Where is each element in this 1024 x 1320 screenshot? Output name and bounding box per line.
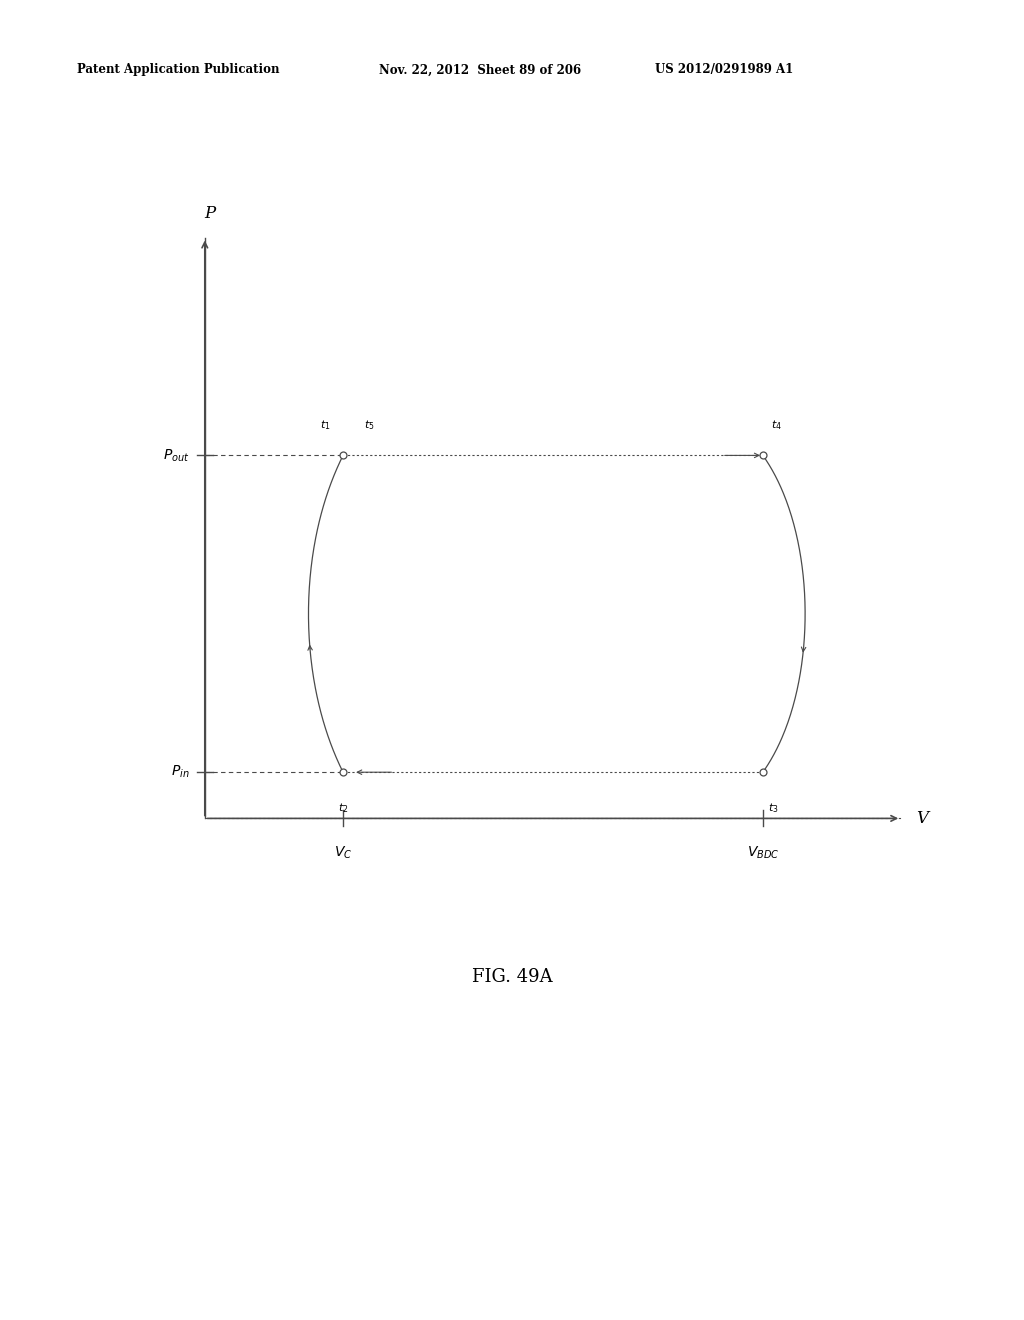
Text: US 2012/0291989 A1: US 2012/0291989 A1 [655, 63, 794, 77]
Text: $t_1$: $t_1$ [321, 418, 331, 432]
Text: Nov. 22, 2012  Sheet 89 of 206: Nov. 22, 2012 Sheet 89 of 206 [379, 63, 581, 77]
Text: $t_3$: $t_3$ [768, 801, 778, 814]
Text: FIG. 49A: FIG. 49A [472, 968, 552, 986]
Text: $t_5$: $t_5$ [364, 418, 374, 432]
Text: Patent Application Publication: Patent Application Publication [77, 63, 280, 77]
Text: $V_{BDC}$: $V_{BDC}$ [746, 845, 779, 861]
Text: $P_{out}$: $P_{out}$ [163, 447, 189, 463]
Text: $V_C$: $V_C$ [334, 845, 352, 861]
Text: V: V [916, 810, 929, 826]
Text: $t_2$: $t_2$ [338, 801, 348, 814]
Text: P: P [205, 205, 215, 222]
Text: $P_{in}$: $P_{in}$ [171, 764, 189, 780]
Text: $t_4$: $t_4$ [771, 418, 782, 432]
